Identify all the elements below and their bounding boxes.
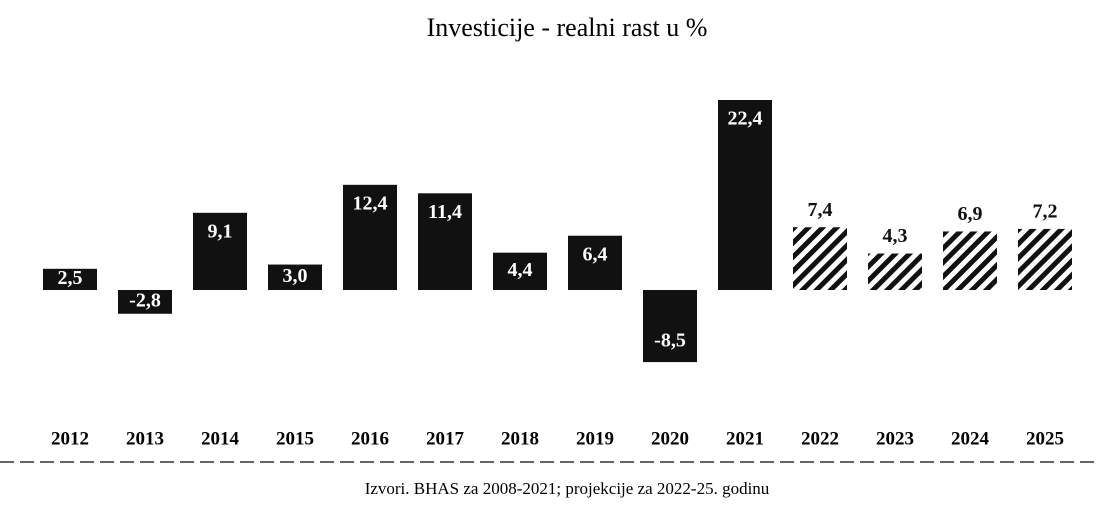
value-label: 11,4 [428, 201, 462, 223]
bar [943, 231, 997, 290]
chart-title: Investicije - realni rast u % [427, 13, 708, 42]
value-label: 7,4 [808, 199, 833, 221]
x-tick-label: 2022 [801, 428, 839, 449]
value-label: -2,8 [129, 289, 161, 311]
value-label: 4,3 [883, 225, 908, 247]
x-tick-label: 2021 [726, 428, 764, 449]
source-note: Izvori. BHAS za 2008-2021; projekcije za… [365, 479, 770, 498]
bar [193, 212, 247, 290]
x-tick-label: 2012 [51, 428, 89, 449]
bar [418, 193, 472, 290]
x-tick-label: 2025 [1026, 428, 1064, 449]
x-tick-label: 2015 [276, 428, 314, 449]
bar [1018, 228, 1072, 290]
value-label: 6,4 [583, 243, 608, 265]
bar [43, 268, 97, 290]
value-label: 12,4 [353, 192, 388, 214]
bar [268, 264, 322, 290]
bar [718, 100, 772, 290]
value-label: 9,1 [208, 220, 233, 242]
value-label: 4,4 [508, 259, 533, 281]
bar [643, 290, 697, 363]
x-tick-label: 2014 [201, 428, 240, 449]
x-tick-label: 2016 [351, 428, 389, 449]
value-label: 7,2 [1033, 201, 1058, 223]
bar [793, 227, 847, 290]
x-tick-label: 2013 [126, 428, 164, 449]
value-label: 22,4 [728, 108, 763, 130]
x-tick-label: 2018 [501, 428, 539, 449]
x-tick-label: 2020 [651, 428, 689, 449]
bar [493, 252, 547, 290]
value-label: 2,5 [58, 267, 83, 289]
value-label: -8,5 [654, 330, 686, 352]
value-label: 6,9 [958, 203, 983, 225]
x-tick-label: 2017 [426, 428, 465, 449]
bar [118, 290, 172, 314]
bar [343, 184, 397, 290]
x-tick-label: 2023 [876, 428, 914, 449]
bar [568, 235, 622, 290]
value-label: 3,0 [283, 265, 308, 287]
x-tick-label: 2019 [576, 428, 614, 449]
x-tick-label: 2024 [951, 428, 990, 449]
bar [868, 253, 922, 290]
